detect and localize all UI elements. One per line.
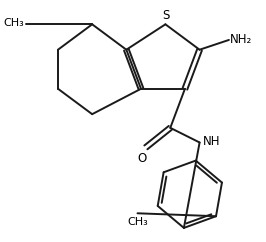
Text: O: O bbox=[137, 152, 147, 165]
Text: NH: NH bbox=[202, 135, 220, 148]
Text: NH₂: NH₂ bbox=[230, 33, 252, 46]
Text: CH₃: CH₃ bbox=[127, 217, 148, 227]
Text: CH₃: CH₃ bbox=[3, 18, 24, 28]
Text: S: S bbox=[163, 9, 170, 22]
